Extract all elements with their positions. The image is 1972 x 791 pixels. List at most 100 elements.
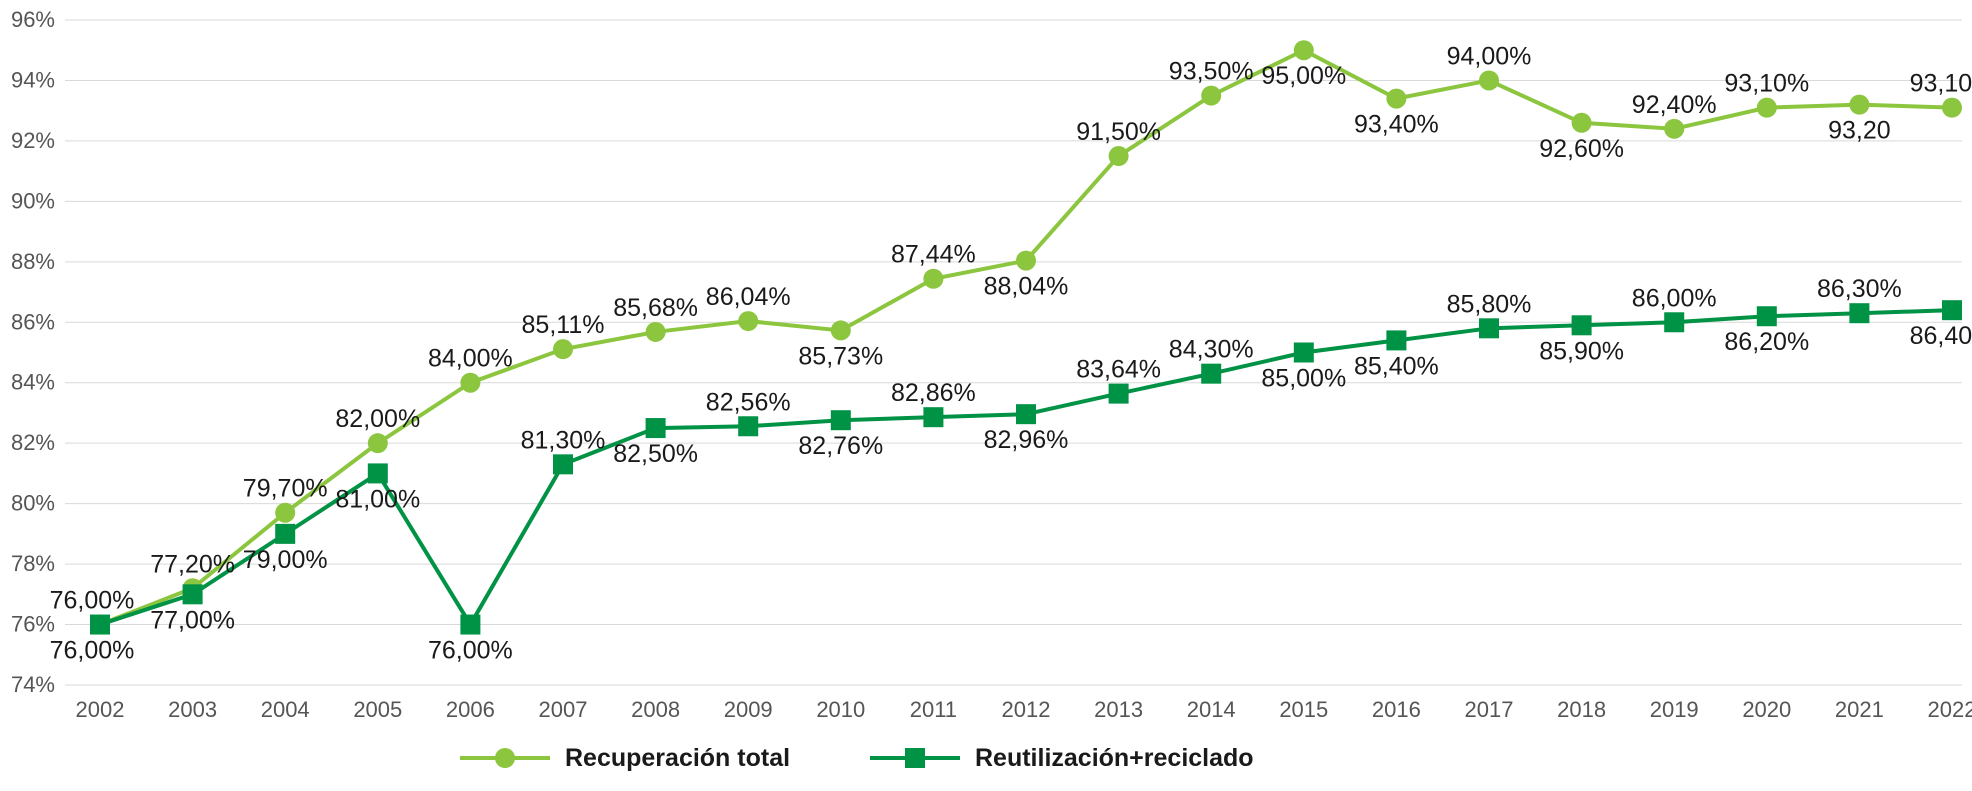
x-tick-label: 2020 <box>1742 697 1791 722</box>
series-marker <box>831 320 851 340</box>
x-tick-label: 2010 <box>816 697 865 722</box>
x-tick-label: 2017 <box>1465 697 1514 722</box>
x-tick-label: 2022 <box>1928 697 1972 722</box>
x-tick-label: 2019 <box>1650 697 1699 722</box>
series-marker <box>738 416 758 436</box>
series-marker <box>1849 303 1869 323</box>
x-tick-label: 2004 <box>261 697 310 722</box>
data-label: 85,68% <box>613 294 698 322</box>
data-label: 76,00% <box>50 587 135 615</box>
data-label: 86,20% <box>1724 328 1809 356</box>
series-marker <box>831 410 851 430</box>
data-label: 81,30% <box>521 426 606 454</box>
data-label: 85,80% <box>1447 290 1532 318</box>
series-marker <box>1572 113 1592 133</box>
data-label: 79,00% <box>243 546 328 574</box>
series-marker <box>183 584 203 604</box>
chart-svg: 74%76%78%80%82%84%86%88%90%92%94%96%2002… <box>0 0 1972 791</box>
y-tick-label: 88% <box>11 249 55 274</box>
y-tick-label: 82% <box>11 430 55 455</box>
x-tick-label: 2005 <box>353 697 402 722</box>
data-label: 85,00% <box>1261 365 1346 393</box>
legend-marker <box>905 748 925 768</box>
legend-label: Reutilización+reciclado <box>975 744 1254 772</box>
series-marker <box>1664 119 1684 139</box>
series-marker <box>1294 40 1314 60</box>
data-label: 95,00% <box>1261 62 1346 90</box>
y-tick-label: 94% <box>11 67 55 92</box>
y-tick-label: 92% <box>11 128 55 153</box>
data-label: 91,50% <box>1076 118 1161 146</box>
series-marker <box>1109 384 1129 404</box>
data-label: 88,04% <box>984 273 1069 301</box>
series-marker <box>1942 300 1962 320</box>
data-label: 81,00% <box>335 485 420 513</box>
x-tick-label: 2008 <box>631 697 680 722</box>
series-marker <box>275 524 295 544</box>
series-marker <box>1386 330 1406 350</box>
y-tick-label: 74% <box>11 672 55 697</box>
data-label: 86,00% <box>1632 284 1717 312</box>
series-marker <box>1572 315 1592 335</box>
y-tick-label: 84% <box>11 370 55 395</box>
data-label: 82,96% <box>984 426 1069 454</box>
data-label: 82,76% <box>798 432 883 460</box>
data-label: 77,20% <box>150 550 235 578</box>
y-tick-label: 90% <box>11 188 55 213</box>
series-marker <box>1201 86 1221 106</box>
series-marker <box>275 503 295 523</box>
series-marker <box>1664 312 1684 332</box>
series-marker <box>738 311 758 331</box>
x-tick-label: 2003 <box>168 697 217 722</box>
series-marker <box>1016 404 1036 424</box>
x-tick-label: 2018 <box>1557 697 1606 722</box>
x-tick-label: 2002 <box>76 697 125 722</box>
data-label: 85,73% <box>798 342 883 370</box>
series-marker <box>460 373 480 393</box>
series-marker <box>553 339 573 359</box>
series-marker <box>1201 364 1221 384</box>
data-label: 87,44% <box>891 241 976 269</box>
data-label: 84,30% <box>1169 336 1254 364</box>
series-marker <box>90 615 110 635</box>
legend-marker <box>495 748 515 768</box>
x-tick-label: 2009 <box>724 697 773 722</box>
series-marker <box>923 269 943 289</box>
series-marker <box>1386 89 1406 109</box>
x-tick-label: 2021 <box>1835 697 1884 722</box>
data-label: 93,50% <box>1169 58 1254 86</box>
data-label: 85,11% <box>522 311 605 339</box>
x-tick-label: 2007 <box>539 697 588 722</box>
data-label: 82,56% <box>706 388 791 416</box>
data-label: 76,00% <box>428 637 513 665</box>
data-label: 82,00% <box>335 405 420 433</box>
series-marker <box>1479 318 1499 338</box>
series-marker <box>1757 306 1777 326</box>
series-marker <box>460 615 480 635</box>
data-label: 92,60% <box>1539 135 1624 163</box>
x-tick-label: 2006 <box>446 697 495 722</box>
series-marker <box>646 322 666 342</box>
x-tick-label: 2013 <box>1094 697 1143 722</box>
data-label: 82,50% <box>613 440 698 468</box>
data-label: 86,04% <box>706 283 791 311</box>
data-label: 79,70% <box>243 475 328 503</box>
x-tick-label: 2011 <box>910 697 957 722</box>
y-tick-label: 80% <box>11 491 55 516</box>
series-marker <box>1109 146 1129 166</box>
data-label: 93,10% <box>1724 70 1809 98</box>
data-label: 86,30% <box>1817 275 1902 303</box>
data-label: 82,86% <box>891 379 976 407</box>
series-marker <box>1294 343 1314 363</box>
data-label: 84,00% <box>428 345 513 373</box>
data-label: 77,00% <box>150 606 235 634</box>
data-label: 85,90% <box>1539 337 1624 365</box>
data-label: 93,20 <box>1828 117 1891 145</box>
data-label: 83,64% <box>1076 356 1161 384</box>
data-label: 76,00% <box>50 637 135 665</box>
series-marker <box>923 407 943 427</box>
y-tick-label: 96% <box>11 7 55 32</box>
x-tick-label: 2012 <box>1002 697 1051 722</box>
data-label: 93,10% <box>1910 70 1972 98</box>
series-marker <box>1942 98 1962 118</box>
